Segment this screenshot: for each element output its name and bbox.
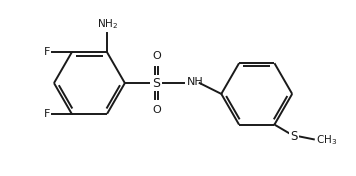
Text: F: F — [44, 47, 50, 57]
Text: S: S — [290, 130, 298, 143]
Text: NH: NH — [187, 77, 204, 87]
Text: F: F — [44, 109, 50, 119]
Text: S: S — [152, 77, 160, 90]
Text: O: O — [152, 105, 161, 115]
Text: NH$_2$: NH$_2$ — [96, 17, 118, 31]
Text: O: O — [152, 51, 161, 61]
Text: CH$_3$: CH$_3$ — [316, 133, 337, 147]
